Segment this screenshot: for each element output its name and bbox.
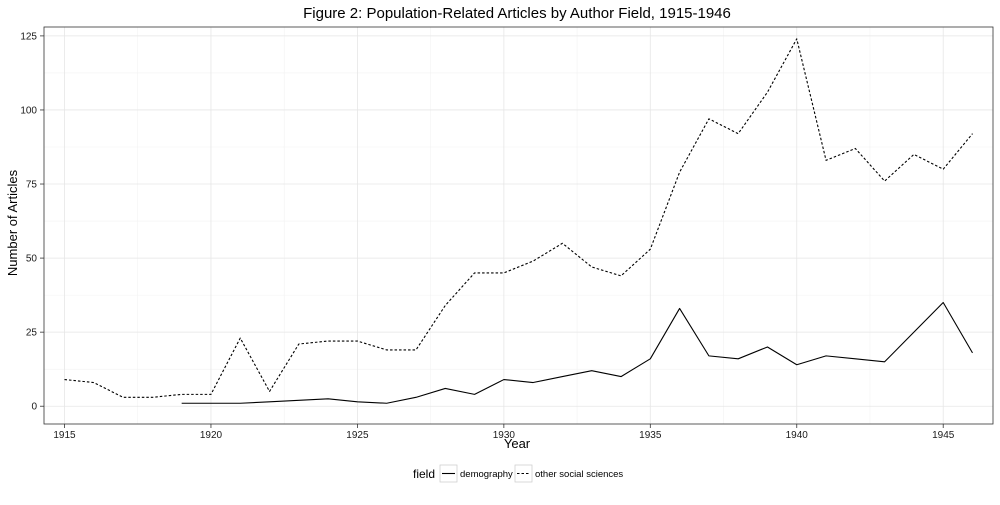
y-tick-label: 125 (20, 31, 37, 42)
legend: field demography other social sciences (413, 464, 623, 483)
y-tick-label: 75 (26, 180, 38, 191)
x-tick-label: 1935 (639, 430, 662, 441)
y-tick-label: 50 (26, 254, 38, 265)
y-tick-label: 25 (26, 328, 38, 339)
plot-panel-border (43, 26, 994, 425)
series-lines (64, 38, 973, 404)
x-axis-title: Year (504, 436, 531, 451)
x-tick-label: 1915 (53, 430, 76, 441)
series-line-demography (181, 301, 973, 404)
y-tick-label: 0 (31, 402, 37, 413)
x-tick-label: 1945 (932, 430, 955, 441)
chart-title: Figure 2: Population-Related Articles by… (303, 5, 731, 22)
x-tick-label: 1930 (493, 430, 516, 441)
legend-label: other social sciences (535, 469, 623, 480)
series-line-other-social-sciences (64, 38, 973, 398)
x-tick-label: 1920 (200, 430, 223, 441)
legend-title: field (413, 467, 435, 481)
x-tick-label: 1940 (786, 430, 809, 441)
y-tick-label: 100 (20, 105, 37, 116)
axes: 1915 1920 1925 1930 1935 1940 1945 0 25 50 75 100 12… (20, 26, 994, 441)
legend-label: demography (460, 469, 513, 480)
grid (44, 27, 993, 424)
x-tick-label: 1925 (346, 430, 369, 441)
y-axis-title: Number of Articles (5, 169, 20, 276)
